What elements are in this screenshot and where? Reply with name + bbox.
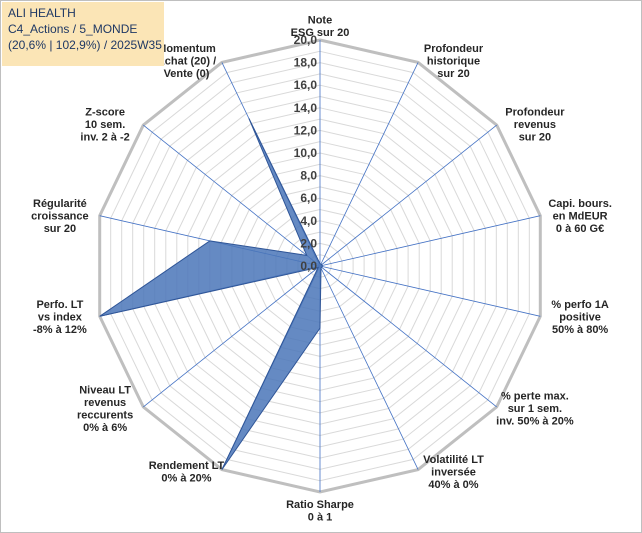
- axis-label: % perfo 1A positive 50% à 80%: [551, 299, 609, 336]
- tick-label: 8,0: [300, 169, 317, 183]
- series-area: [99, 118, 323, 470]
- axis-label: Niveau LT revenus reccurents 0% à 6%: [77, 384, 133, 434]
- axis-spoke: [319, 265, 541, 317]
- company-name: ALI HEALTH: [8, 6, 76, 20]
- axis-spoke: [143, 124, 321, 267]
- axis-labels: Note ESG sur 20 Profondeur historique sur 20…: [31, 15, 612, 524]
- tick-label: 6,0: [300, 191, 317, 205]
- tick-label: 12,0: [294, 123, 318, 137]
- tick-label: 10,0: [294, 146, 318, 160]
- axis-label: % perte max. sur 1 sem. inv. 50% à 20%: [496, 391, 574, 428]
- axis-label: Capi. bours. en MdEUR 0 à 60 G€: [548, 198, 612, 235]
- tick-label: 4,0: [300, 214, 317, 228]
- axis-label: Ratio Sharpe 0 à 1: [286, 499, 354, 524]
- axis-spoke: [319, 265, 419, 470]
- portfolio-category: C4_Actions / 5_MONDE: [8, 22, 138, 36]
- tick-label: 16,0: [294, 78, 318, 92]
- axis-spoke: [319, 265, 497, 408]
- axis-label: Régularité croissance sur 20: [31, 198, 88, 235]
- axis-label: Profondeur historique sur 20: [424, 43, 484, 80]
- axis-label: Momentum Achat (20) / Vente (0): [157, 43, 216, 80]
- tick-label: 18,0: [294, 56, 318, 70]
- axis-label: Perfo. LT vs index -8% à 12%: [33, 299, 87, 336]
- tick-label: 14,0: [294, 101, 318, 115]
- axis-label: Rendement LT 0% à 20%: [149, 460, 225, 485]
- info-box: ALI HEALTH C4_Actions / 5_MONDE (20,6% |…: [2, 2, 164, 66]
- axis-label: Volatilité LT inversée 40% à 0%: [423, 454, 484, 491]
- axis-spoke: [319, 215, 541, 267]
- tick-label: 2,0: [300, 236, 317, 250]
- tick-label: 0,0: [300, 259, 317, 273]
- axis-label: Z-score 10 sem. inv. 2 à -2: [80, 106, 129, 143]
- axis-label: Note ESG sur 20: [291, 15, 350, 40]
- axis-label: Profondeur revenus sur 20: [505, 106, 565, 143]
- radial-tick-labels: 0,0 2,0 4,0 6,0 8,0 10,0 12,0 14,0 16,0 18,0 20,0: [294, 33, 318, 273]
- axis-spoke: [319, 62, 419, 267]
- radar-series: [99, 118, 323, 470]
- axis-spoke: [319, 124, 497, 267]
- tick-label: 20,0: [294, 33, 318, 47]
- performance-week: (20,6% | 102,9%) / 2025W35: [8, 38, 162, 52]
- axis-spoke: [143, 265, 321, 408]
